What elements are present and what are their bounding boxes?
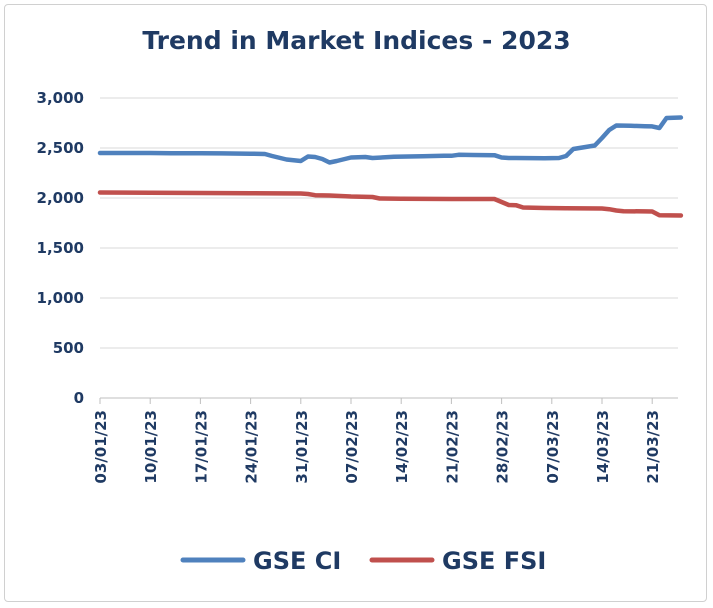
y-tick-label: 500 — [53, 339, 84, 357]
grid-lines — [100, 97, 678, 399]
series-lines — [97, 115, 684, 218]
legend: GSE CI GSE FSI — [180, 547, 546, 575]
x-axis-ticks: 03/01/23 10/01/23 17/01/23 24/01/23 31/01/23… — [92, 398, 662, 484]
series-line-gse-fsi — [97, 190, 684, 218]
legend-label: GSE FSI — [442, 547, 546, 575]
x-tick-label: 21/02/23 — [443, 410, 461, 484]
chart-frame — [4, 4, 707, 602]
x-tick-label: 14/03/23 — [594, 410, 612, 484]
x-tick-label: 10/01/23 — [142, 410, 160, 484]
x-tick-label: 21/03/23 — [644, 410, 662, 484]
y-tick-label: 1,000 — [37, 289, 84, 307]
legend-label: GSE CI — [253, 547, 341, 575]
chart-title: Trend in Market Indices - 2023 — [142, 26, 571, 55]
x-tick-label: 17/01/23 — [192, 410, 210, 484]
x-tick-label: 07/03/23 — [544, 410, 562, 484]
y-tick-label: 2,500 — [37, 139, 84, 157]
y-tick-label: 1,500 — [37, 239, 84, 257]
x-tick-label: 28/02/23 — [494, 410, 512, 484]
x-tick-label: 31/01/23 — [293, 410, 311, 484]
y-axis-ticks: 0 500 1,000 1,500 2,000 2,500 3,000 — [37, 89, 84, 407]
y-tick-label: 3,000 — [37, 89, 84, 107]
x-tick-label: 24/01/23 — [243, 410, 261, 484]
x-tick-label: 07/02/23 — [343, 410, 361, 484]
y-tick-label: 2,000 — [37, 189, 84, 207]
x-tick-label: 14/02/23 — [393, 410, 411, 484]
series-line-gse-ci — [97, 115, 684, 165]
x-tick-label: 03/01/23 — [92, 410, 110, 484]
y-tick-label: 0 — [74, 389, 84, 407]
